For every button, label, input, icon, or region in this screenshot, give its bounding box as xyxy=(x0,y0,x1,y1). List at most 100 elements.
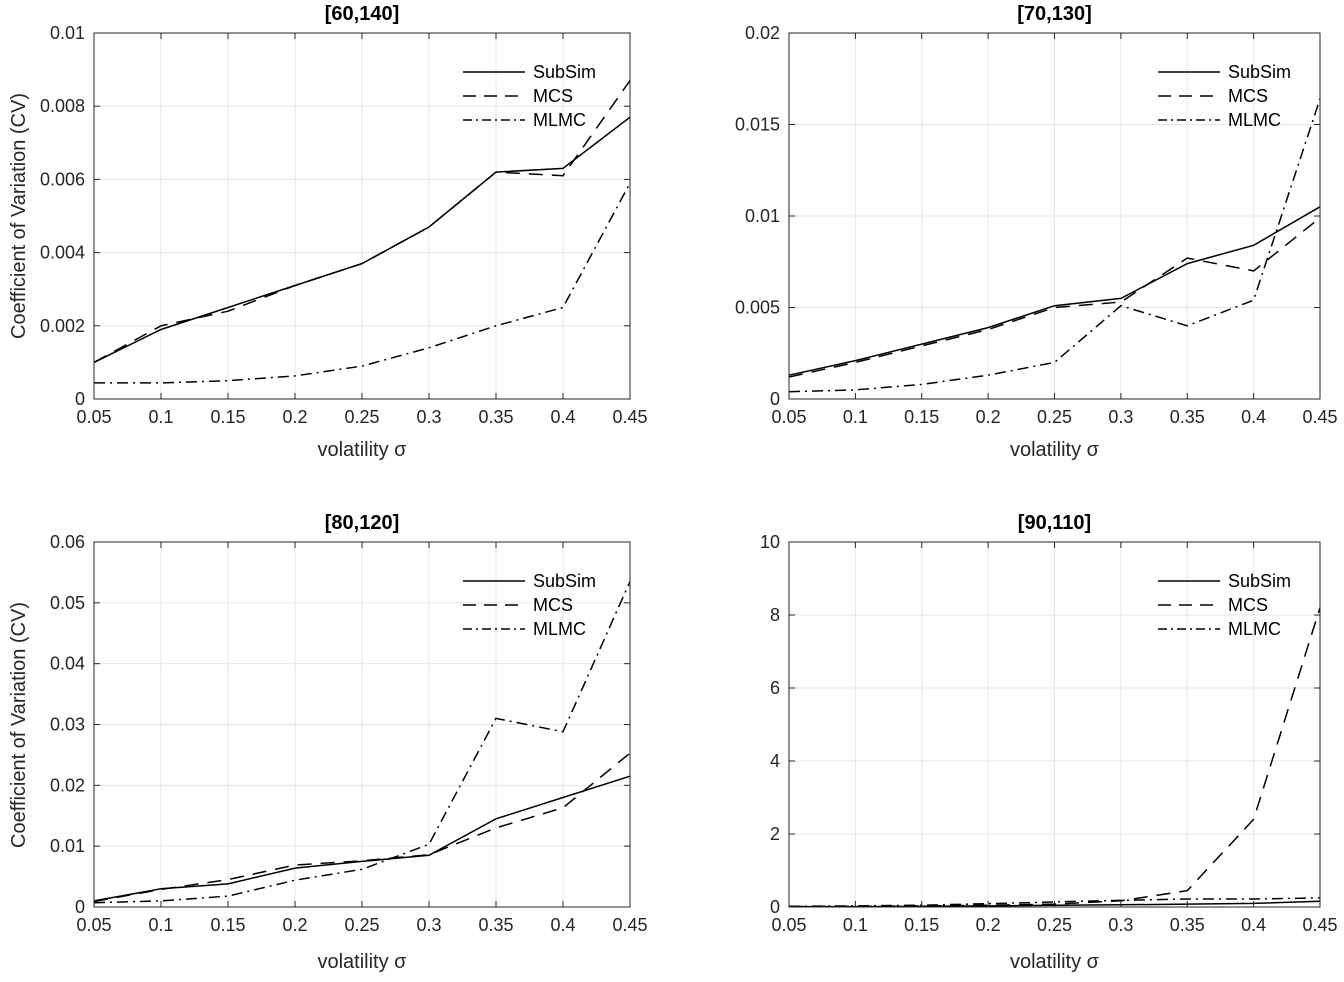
series-line-subsim xyxy=(788,206,1321,376)
svg-text:4: 4 xyxy=(770,751,780,771)
svg-text:0.05: 0.05 xyxy=(76,407,111,427)
tick-marks xyxy=(788,32,1321,400)
svg-text:0.1: 0.1 xyxy=(148,915,173,935)
x-axis-label: volatility σ xyxy=(1009,439,1100,461)
y-tick-labels: 0 0.002 0.004 0.006 0.008 0.01 xyxy=(40,23,85,409)
svg-text:0.2: 0.2 xyxy=(282,407,307,427)
svg-text:0.4: 0.4 xyxy=(1241,407,1266,427)
svg-text:0.006: 0.006 xyxy=(40,169,85,189)
plot-80-120: 0.05 0.1 0.15 0.2 0.25 0.3 0.35 0.4 0.45 0 0.01 0.0… xyxy=(50,532,648,935)
legend-label-subsim: SubSim xyxy=(533,571,596,591)
grid xyxy=(789,33,1320,399)
legend: SubSim MCS MLMC xyxy=(463,62,596,130)
subplot-90-110: 0.05 0.1 0.15 0.2 0.25 0.3 0.35 0.4 0.45 0 2 4 6 8 10 S… xyxy=(672,491,1344,982)
tick-marks xyxy=(788,541,1321,908)
x-axis-label: volatility σ xyxy=(1009,951,1100,973)
plot-90-110: 0.05 0.1 0.15 0.2 0.25 0.3 0.35 0.4 0.45 0 2 4 6 8 10 S… xyxy=(760,532,1338,935)
x-tick-labels: 0.05 0.1 0.15 0.2 0.25 0.3 0.35 0.4 0.45 xyxy=(771,407,1337,427)
svg-text:0: 0 xyxy=(75,897,85,917)
series-line-mlmc xyxy=(93,581,631,904)
svg-text:0: 0 xyxy=(770,897,780,917)
svg-text:0.002: 0.002 xyxy=(40,316,85,336)
grid xyxy=(789,542,1320,907)
legend-label-mcs: MCS xyxy=(1228,595,1268,615)
svg-text:0.04: 0.04 xyxy=(50,654,85,674)
x-tick-labels: 0.05 0.1 0.15 0.2 0.25 0.3 0.35 0.4 0.45 xyxy=(771,915,1337,935)
legend: SubSim MCS MLMC xyxy=(463,571,596,639)
svg-text:0.005: 0.005 xyxy=(735,298,780,318)
y-axis-label: Coefficient of Variation (CV) xyxy=(8,92,30,340)
legend: SubSim MCS MLMC xyxy=(1158,62,1291,130)
svg-text:0.004: 0.004 xyxy=(40,243,85,263)
svg-text:0.45: 0.45 xyxy=(1302,915,1337,935)
svg-text:0.1: 0.1 xyxy=(148,407,173,427)
svg-text:0.25: 0.25 xyxy=(344,915,379,935)
svg-text:8: 8 xyxy=(770,605,780,625)
svg-text:0.25: 0.25 xyxy=(344,407,379,427)
svg-text:0.05: 0.05 xyxy=(771,407,806,427)
plot-60-140: 0.05 0.1 0.15 0.2 0.25 0.3 0.35 0.4 0.45 0 0.002 0.… xyxy=(40,23,648,427)
svg-text:0.2: 0.2 xyxy=(976,407,1001,427)
y-tick-labels: 0 2 4 6 8 10 xyxy=(760,532,780,917)
svg-text:0.05: 0.05 xyxy=(50,593,85,613)
svg-text:0: 0 xyxy=(75,389,85,409)
svg-text:0.35: 0.35 xyxy=(478,915,513,935)
y-axis-label: Coefficient of Variation (CV) xyxy=(8,601,30,848)
subplot-80-120: 0.05 0.1 0.15 0.2 0.25 0.3 0.35 0.4 0.45 0 0.01 0.0… xyxy=(0,491,672,982)
svg-text:0.05: 0.05 xyxy=(76,915,111,935)
grid xyxy=(94,542,630,907)
svg-text:0.02: 0.02 xyxy=(50,775,85,795)
subplot-70-130: 0.05 0.1 0.15 0.2 0.25 0.3 0.35 0.4 0.45 0 0.005 0.… xyxy=(672,0,1344,491)
svg-text:0.1: 0.1 xyxy=(843,407,868,427)
series-line-mcs xyxy=(788,217,1321,378)
legend-label-mcs: MCS xyxy=(533,86,573,106)
chart-title: [80,120] xyxy=(324,512,400,534)
svg-text:0.25: 0.25 xyxy=(1037,915,1072,935)
series-line-mcs xyxy=(93,80,631,364)
svg-text:0.06: 0.06 xyxy=(50,532,85,552)
svg-text:0.35: 0.35 xyxy=(478,407,513,427)
tick-marks xyxy=(93,541,631,908)
svg-text:0.4: 0.4 xyxy=(550,915,575,935)
svg-text:0.35: 0.35 xyxy=(1170,915,1205,935)
svg-text:0.15: 0.15 xyxy=(210,407,245,427)
series-line-mlmc xyxy=(788,897,1321,908)
svg-text:0.3: 0.3 xyxy=(1108,915,1133,935)
x-tick-labels: 0.05 0.1 0.15 0.2 0.25 0.3 0.35 0.4 0.45 xyxy=(76,407,647,427)
svg-text:0.4: 0.4 xyxy=(550,407,575,427)
x-tick-labels: 0.05 0.1 0.15 0.2 0.25 0.3 0.35 0.4 0.45 xyxy=(76,915,647,935)
legend-label-subsim: SubSim xyxy=(533,62,596,82)
svg-text:0.3: 0.3 xyxy=(416,915,441,935)
svg-text:0.3: 0.3 xyxy=(1108,407,1133,427)
svg-text:0.2: 0.2 xyxy=(976,915,1001,935)
tick-marks xyxy=(93,32,631,400)
legend-label-mlmc: MLMC xyxy=(1228,619,1281,639)
svg-text:0: 0 xyxy=(770,389,780,409)
svg-text:0.15: 0.15 xyxy=(904,915,939,935)
svg-text:6: 6 xyxy=(770,678,780,698)
svg-text:0.25: 0.25 xyxy=(1037,407,1072,427)
legend-label-subsim: SubSim xyxy=(1228,62,1291,82)
legend-label-subsim: SubSim xyxy=(1228,571,1291,591)
svg-text:0.3: 0.3 xyxy=(416,407,441,427)
chart-title: [70,130] xyxy=(1017,3,1092,25)
svg-text:0.45: 0.45 xyxy=(1302,407,1337,427)
legend-label-mcs: MCS xyxy=(1228,86,1268,106)
chart-title: [60,140] xyxy=(324,3,400,25)
x-axis-label: volatility σ xyxy=(317,439,407,461)
svg-text:0.008: 0.008 xyxy=(40,96,85,116)
legend-label-mlmc: MLMC xyxy=(533,110,586,130)
legend-label-mlmc: MLMC xyxy=(1228,110,1281,130)
chart-title: [90,110] xyxy=(1017,512,1092,534)
svg-text:0.01: 0.01 xyxy=(50,23,85,43)
series-line-subsim xyxy=(93,775,631,902)
svg-text:2: 2 xyxy=(770,824,780,844)
svg-text:0.01: 0.01 xyxy=(50,836,85,856)
svg-text:0.03: 0.03 xyxy=(50,715,85,735)
x-axis-label: volatility σ xyxy=(317,951,407,973)
svg-text:0.1: 0.1 xyxy=(843,915,868,935)
svg-text:0.2: 0.2 xyxy=(282,915,307,935)
legend-label-mlmc: MLMC xyxy=(533,619,586,639)
svg-text:0.05: 0.05 xyxy=(771,915,806,935)
